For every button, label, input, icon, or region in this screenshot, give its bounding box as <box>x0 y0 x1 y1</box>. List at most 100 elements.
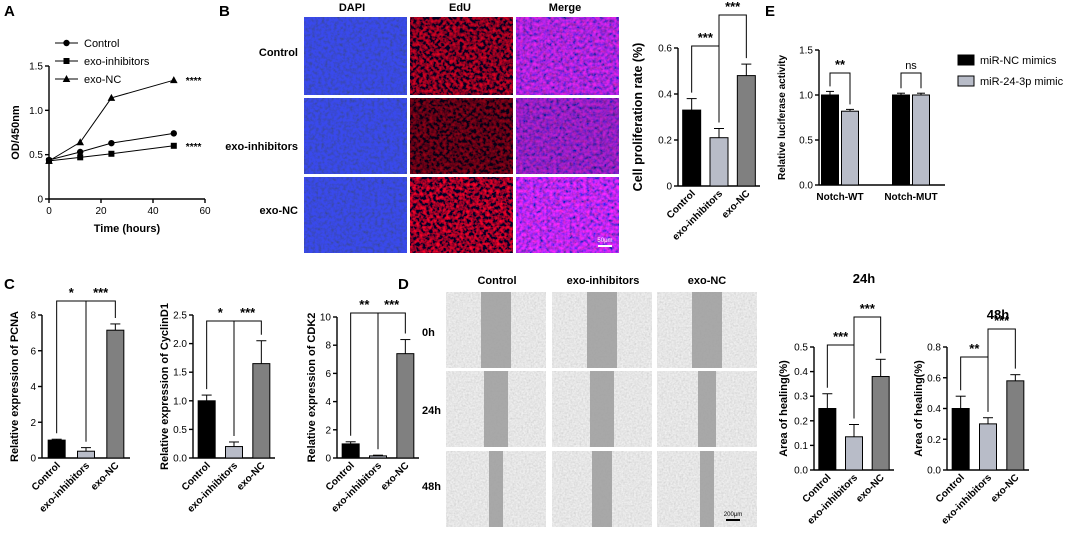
bar-exo-inhibitors <box>845 436 863 471</box>
bar-exo-inhibitors <box>709 137 729 187</box>
y-tick-label: 0.5 <box>29 150 43 161</box>
bar-mir-nc-mimics <box>892 94 910 186</box>
bar-exo-nc <box>736 75 756 187</box>
chart-e: 0.0 0.5 1.0 1.5 Relative luciferase activity… <box>777 46 1064 204</box>
y-axis-label: Area of healing(%) <box>913 360 925 457</box>
chart-title: 48h <box>987 307 1009 322</box>
y-tick-label: 0.0 <box>794 466 808 477</box>
x-tick-label: 20 <box>95 206 107 217</box>
edu-row-label-exo-inhibitors: exo-inhibitors <box>225 141 298 153</box>
significance-bracket <box>987 328 1016 412</box>
series-exo-inhibitors: **** exo-inhibitors <box>46 56 201 164</box>
y-axis-label: Relative luciferase activity <box>777 55 788 181</box>
bar-mir-nc-mimics <box>821 94 839 186</box>
legend-swatch <box>957 75 975 87</box>
significance-label: *** <box>833 329 849 344</box>
bar-exo-inhibitors <box>77 450 95 459</box>
bar-control <box>951 408 970 471</box>
bar-exo-nc <box>1006 380 1025 471</box>
significance-label: **** <box>186 76 202 87</box>
scratch-image-grid: Control exo-inhibitors exo-NC 0h 24h 48h… <box>422 275 757 527</box>
bar-exo-nc <box>252 363 271 459</box>
chart-a: 0 20 40 60 0 0.5 1.0 1.5 Time (hours) OD/450nm Con… <box>10 38 211 235</box>
legend-label: exo-inhibitors <box>84 56 150 68</box>
y-tick-label: 1.0 <box>173 396 187 407</box>
y-tick-label: 0.2 <box>927 435 941 446</box>
significance-bracket <box>900 72 922 89</box>
y-axis-label: Cell proliferation rate (%) <box>631 43 645 192</box>
category-label: exo-inhibitors <box>671 188 726 243</box>
scratch-gap <box>590 371 614 447</box>
scratch-gap <box>592 451 612 527</box>
scratch-gap <box>484 371 508 447</box>
chart-title: 24h <box>853 271 875 286</box>
marker-triangle <box>76 138 84 146</box>
significance-label: * <box>69 285 75 300</box>
scale-bar-d-label: 200μm <box>724 512 742 518</box>
significance-bracket <box>718 14 747 123</box>
x-tick-label: 40 <box>147 206 159 217</box>
scratch-column-label-exo-inhibitors: exo-inhibitors <box>567 275 640 287</box>
significance-bracket <box>233 320 262 436</box>
bar-exo-nc <box>396 353 415 459</box>
significance-bracket <box>826 344 855 419</box>
bar-exo-nc <box>106 329 125 459</box>
y-axis-label: Relative expression of PCNA <box>9 311 21 462</box>
significance-bracket <box>377 312 406 450</box>
y-tick-label: 1.0 <box>799 91 813 102</box>
series-line <box>48 145 174 162</box>
y-tick-label: 4 <box>30 382 36 393</box>
bar-exo-inhibitors <box>979 423 997 471</box>
marker-circle <box>63 39 70 47</box>
y-tick-label: 0.0 <box>173 454 187 465</box>
marker-square <box>77 154 84 161</box>
y-tick-label: 1.5 <box>173 368 187 379</box>
y-tick-label: 2.0 <box>173 339 187 350</box>
scratch-row-label-48h: 48h <box>422 481 441 493</box>
scratch-gap <box>692 292 722 368</box>
dapi-column-label: DAPI <box>339 2 365 14</box>
significance-bracket <box>350 312 379 450</box>
scratch-gap <box>489 451 503 527</box>
bar-control <box>682 109 702 187</box>
marker-square <box>170 142 177 149</box>
marker-circle <box>77 148 84 156</box>
edu-row-label-control: Control <box>259 47 298 59</box>
bar-control <box>197 400 216 459</box>
scratch-column-label-exo-nc: exo-NC <box>688 275 727 287</box>
significance-label: ** <box>359 297 370 312</box>
marker-triangle <box>107 93 116 101</box>
y-tick-label: 0.0 <box>927 466 941 477</box>
y-tick-label: 8 <box>325 341 331 352</box>
scratch-gap <box>587 292 617 368</box>
x-tick-label: 60 <box>199 206 211 217</box>
y-axis-label: Relative expression of CDK2 <box>306 313 318 463</box>
y-tick-label: 4 <box>325 397 331 408</box>
y-tick-label: 0.8 <box>927 343 941 354</box>
marker-circle <box>170 130 177 137</box>
edu-image-grid: DAPI EdU Merge Control exo-inhibitors ex… <box>225 2 619 253</box>
scratch-gap <box>698 371 716 447</box>
marker-square <box>108 150 115 157</box>
y-tick-label: 6 <box>325 369 331 380</box>
bar-control <box>818 408 837 471</box>
y-axis-label: Area of healing(%) <box>778 360 790 457</box>
bar-control <box>341 443 360 459</box>
y-tick-label: 1.5 <box>799 46 813 57</box>
significance-label: ** <box>835 57 846 72</box>
bar-exo-inhibitors <box>369 455 387 459</box>
edu-row-label-exo-nc: exo-NC <box>259 205 298 217</box>
y-tick-label: 0.1 <box>794 441 808 452</box>
marker-triangle <box>45 156 53 164</box>
significance-label: **** <box>186 142 202 153</box>
marker-triangle <box>170 76 178 84</box>
panel-letter-e: E <box>765 3 775 20</box>
bar-exo-inhibitors <box>225 446 243 459</box>
y-tick-label: 0.5 <box>794 343 808 354</box>
category-label: exo-NC <box>720 188 753 221</box>
marker-circle <box>108 139 115 147</box>
significance-label: *** <box>93 285 109 300</box>
